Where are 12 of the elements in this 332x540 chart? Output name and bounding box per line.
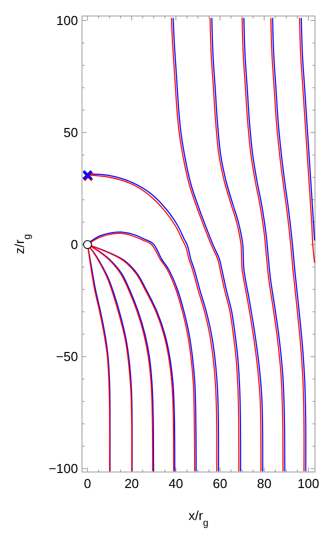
y-tick-label: −100 — [48, 461, 78, 476]
x-tick-label: 0 — [84, 476, 92, 491]
x-tick-label: 100 — [298, 476, 320, 491]
y-tick-label: −50 — [56, 349, 78, 364]
y-tick-label: 100 — [56, 13, 78, 28]
x-axis-title: x/r$_{g}$ — [188, 508, 208, 528]
y-tick-label: 0 — [70, 237, 78, 252]
x-tick-label: 80 — [256, 476, 272, 491]
x-tick-label: 60 — [212, 476, 228, 491]
x-tick-label: 20 — [124, 476, 139, 491]
y-tick-label: 50 — [64, 125, 78, 140]
x-tick-label: 40 — [168, 476, 184, 491]
